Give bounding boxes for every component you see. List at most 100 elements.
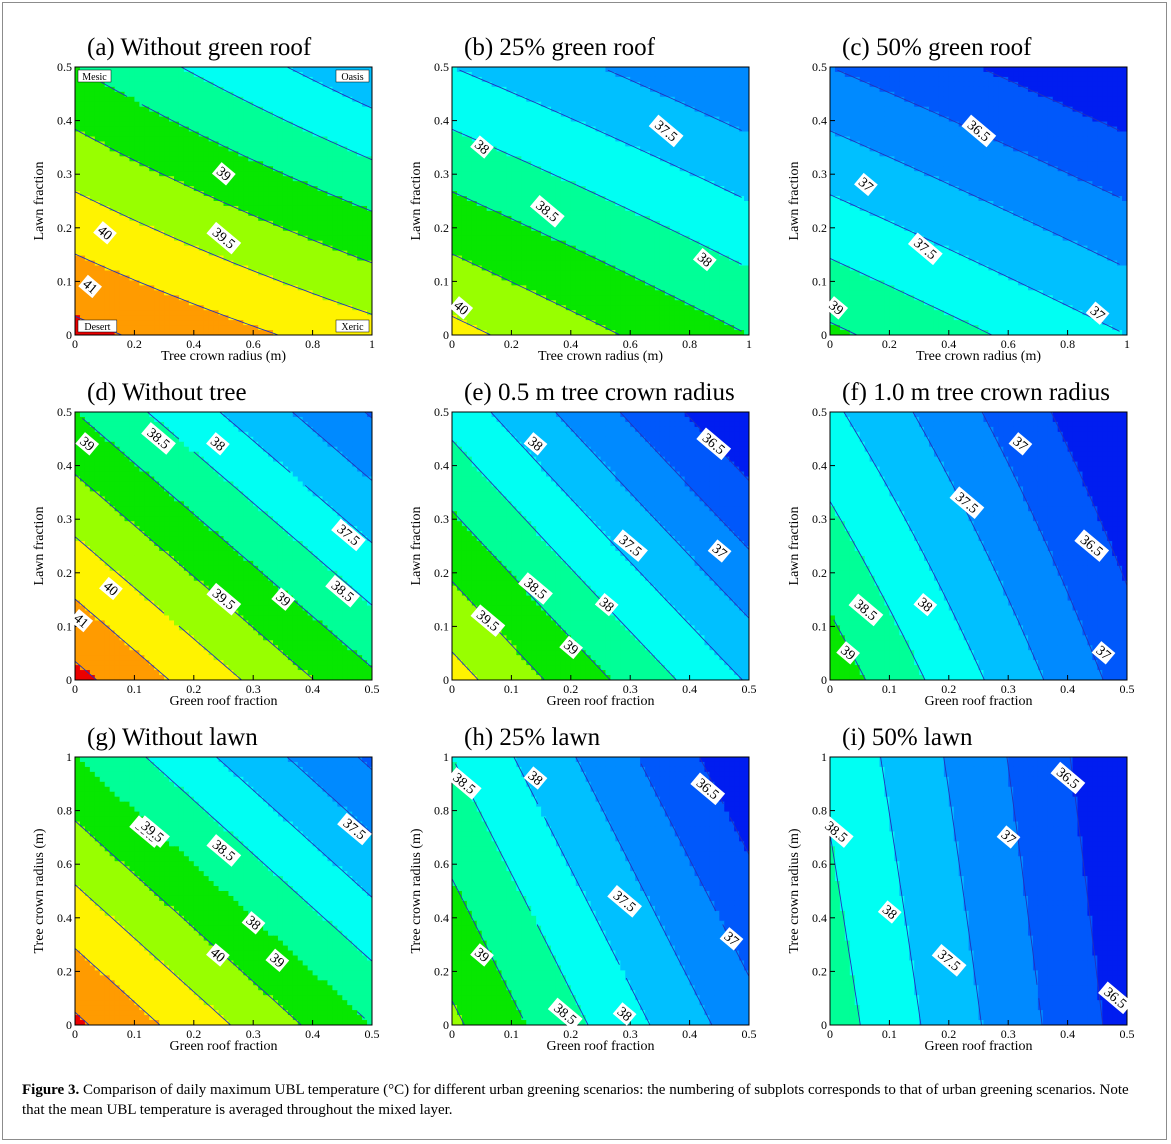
contour-cell	[188, 275, 195, 281]
contour-cell	[193, 330, 200, 335]
contour-cell	[154, 91, 160, 98]
contour-cell	[124, 290, 131, 296]
contour-cell	[590, 116, 597, 123]
contour-cell	[292, 106, 299, 113]
contour-cell	[570, 136, 577, 143]
contour-cell	[560, 181, 567, 187]
contour-cell	[243, 250, 249, 257]
contour-cell	[307, 310, 314, 316]
contour-cell	[342, 310, 348, 316]
contour-cell	[124, 325, 131, 331]
contour-cell	[595, 131, 602, 138]
contour-cell	[287, 330, 294, 335]
contour-cell	[689, 131, 696, 138]
contour-cell	[471, 67, 478, 73]
contour-cell	[452, 156, 458, 162]
contour-cell	[164, 121, 170, 128]
contour-cell	[739, 166, 745, 172]
contour-cell	[139, 166, 145, 172]
contour-cell	[208, 245, 215, 252]
contour-cell	[282, 101, 289, 108]
contour-cell	[729, 96, 735, 103]
contour-cell	[580, 176, 587, 182]
contour-cell	[169, 275, 175, 281]
contour-cell	[223, 330, 230, 335]
contour-cell	[575, 156, 582, 162]
contour-cell	[129, 225, 135, 232]
contour-cell	[263, 220, 269, 227]
contour-cell	[203, 136, 210, 143]
contour-cell	[213, 156, 220, 162]
contour-cell	[342, 315, 348, 321]
contour-cell	[297, 76, 304, 83]
contour-cell	[263, 131, 269, 138]
contour-cell	[630, 81, 636, 88]
contour-cell	[546, 71, 552, 78]
contour-cell	[154, 305, 160, 311]
contour-cell	[357, 146, 363, 152]
contour-cell	[546, 131, 552, 138]
contour-cell	[203, 191, 210, 197]
contour-cell	[659, 141, 666, 147]
contour-cell	[694, 146, 701, 152]
contour-cell	[317, 91, 324, 98]
contour-cell	[605, 161, 611, 167]
contour-cell	[531, 186, 537, 192]
contour-cell	[174, 116, 180, 123]
contour-cell	[307, 201, 314, 207]
contour-cell	[75, 290, 81, 296]
contour-cell	[551, 86, 557, 93]
contour-cell	[223, 250, 230, 257]
contour-cell	[178, 215, 185, 222]
contour-cell	[645, 81, 651, 88]
contour-cell	[263, 305, 269, 311]
contour-cell	[327, 86, 333, 93]
contour-cell	[79, 196, 86, 202]
contour-cell	[362, 146, 368, 152]
contour-cell	[79, 121, 86, 128]
contour-cell	[669, 166, 676, 172]
contour-cell	[307, 176, 314, 182]
contour-cell	[243, 240, 249, 247]
contour-cell	[89, 330, 96, 335]
contour-cell	[104, 146, 111, 152]
contour-cell	[699, 201, 706, 207]
contour-cell	[744, 131, 749, 138]
contour-cell	[218, 136, 225, 143]
contour-cell	[297, 325, 304, 331]
contour-cell	[84, 265, 91, 272]
contour-cell	[674, 91, 681, 98]
contour-cell	[362, 315, 368, 321]
contour-cell	[625, 186, 631, 192]
contour-cell	[501, 136, 508, 143]
contour-cell	[79, 111, 86, 118]
contour-cell	[347, 250, 353, 257]
contour-cell	[149, 81, 155, 88]
contour-cell	[506, 121, 512, 128]
contour-cell	[481, 116, 488, 123]
contour-cell	[654, 76, 661, 83]
contour-cell	[471, 171, 478, 177]
contour-cell	[511, 126, 517, 133]
contour-cell	[456, 116, 463, 123]
contour-cell	[178, 250, 185, 257]
contour-cell	[253, 96, 259, 103]
contour-cell	[258, 325, 264, 331]
contour-cell	[208, 255, 215, 262]
contour-cell	[605, 76, 611, 83]
contour-cell	[268, 161, 274, 167]
contour-cell	[684, 176, 691, 182]
subplot-1: 0 0.2 0.4 0.6 0.8 100.10.20.30.40.5(a) Withou…	[32, 34, 375, 364]
contour-cell	[342, 305, 348, 311]
contour-cell	[104, 86, 111, 93]
contour-cell	[109, 260, 116, 267]
contour-cell	[144, 290, 150, 296]
contour-cell	[178, 201, 185, 207]
contour-cell	[322, 76, 329, 83]
contour-cell	[169, 111, 175, 118]
contour-cell	[188, 186, 195, 192]
contour-cell	[322, 81, 329, 88]
contour-cell	[169, 146, 175, 152]
contour-cell	[287, 225, 294, 232]
contour-cell	[724, 81, 730, 88]
